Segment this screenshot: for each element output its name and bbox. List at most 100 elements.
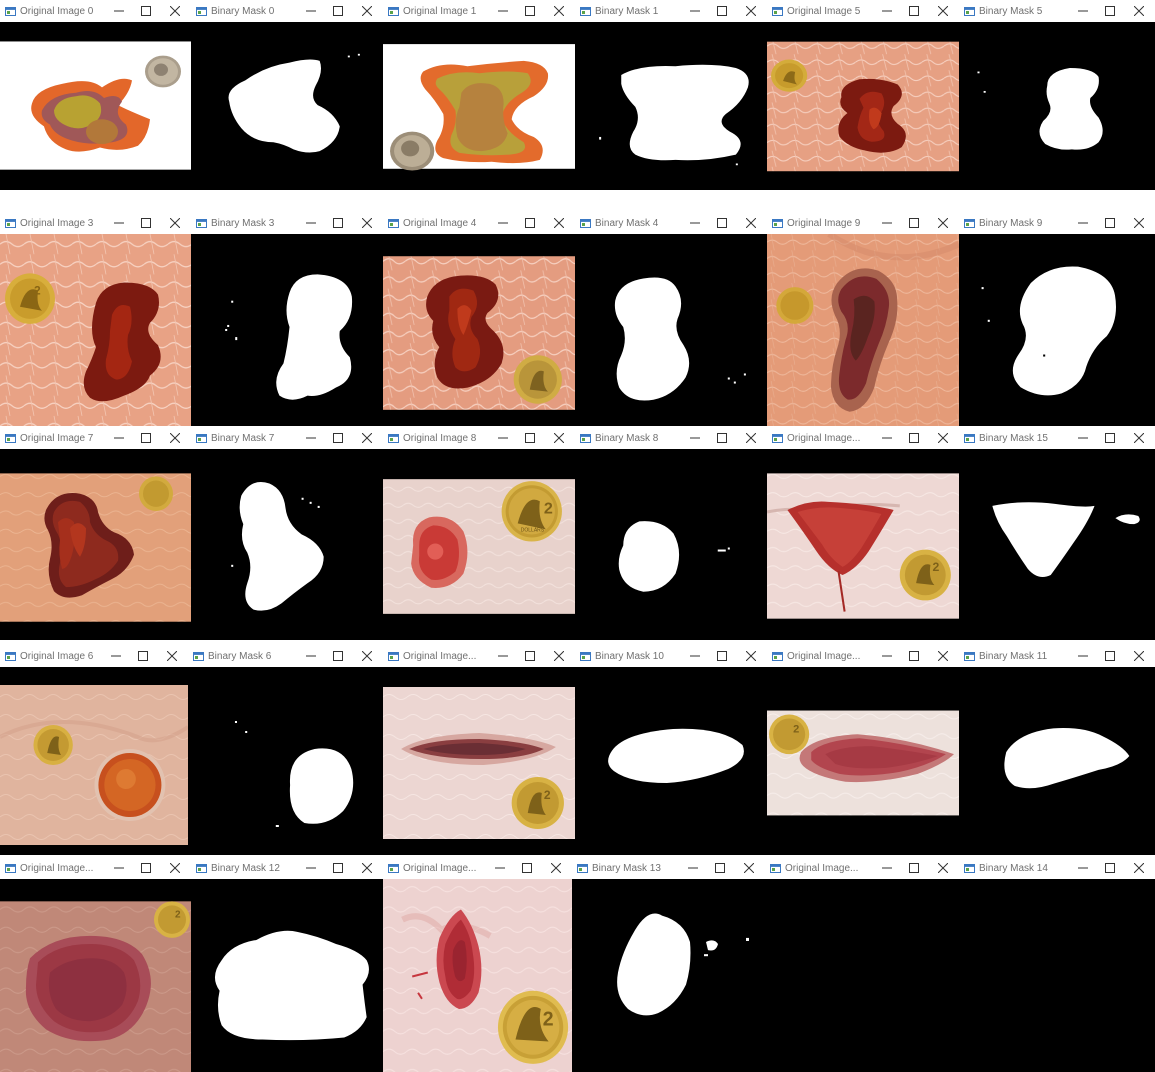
close-icon[interactable] bbox=[166, 427, 183, 449]
original-image-window[interactable]: Original Image 4 bbox=[383, 212, 575, 426]
maximize-icon[interactable] bbox=[713, 212, 730, 234]
minimize-icon[interactable] bbox=[302, 0, 319, 22]
original-image-window[interactable]: Original Image 9 bbox=[767, 212, 959, 426]
minimize-icon[interactable] bbox=[494, 212, 511, 234]
title-bar[interactable]: Original Image... bbox=[767, 427, 959, 449]
maximize-icon[interactable] bbox=[713, 427, 730, 449]
minimize-icon[interactable] bbox=[878, 0, 895, 22]
title-bar[interactable]: Binary Mask 13 bbox=[572, 857, 765, 879]
title-bar[interactable]: Binary Mask 14 bbox=[959, 857, 1155, 879]
binary-mask-window[interactable]: Binary Mask 7 bbox=[191, 427, 383, 640]
minimize-icon[interactable] bbox=[1074, 427, 1091, 449]
title-bar[interactable]: Original Image... bbox=[765, 857, 959, 879]
maximize-icon[interactable] bbox=[329, 645, 346, 667]
maximize-icon[interactable] bbox=[521, 645, 538, 667]
title-bar[interactable]: Original Image... bbox=[0, 857, 191, 879]
maximize-icon[interactable] bbox=[134, 645, 151, 667]
close-icon[interactable] bbox=[740, 857, 757, 879]
original-image-window[interactable]: Original Image 1 bbox=[383, 0, 575, 190]
close-icon[interactable] bbox=[1130, 212, 1147, 234]
maximize-icon[interactable] bbox=[329, 857, 346, 879]
minimize-icon[interactable] bbox=[302, 427, 319, 449]
close-icon[interactable] bbox=[934, 857, 951, 879]
title-bar[interactable]: Original Image 8 bbox=[383, 427, 575, 449]
title-bar[interactable]: Binary Mask 0 bbox=[191, 0, 383, 22]
binary-mask-window[interactable]: Binary Mask 0 bbox=[191, 0, 383, 190]
maximize-icon[interactable] bbox=[713, 645, 730, 667]
close-icon[interactable] bbox=[547, 857, 564, 879]
close-icon[interactable] bbox=[550, 645, 567, 667]
close-icon[interactable] bbox=[742, 427, 759, 449]
binary-mask-window[interactable]: Binary Mask 15 bbox=[959, 427, 1155, 640]
binary-mask-window[interactable]: Binary Mask 9 bbox=[959, 212, 1155, 426]
maximize-icon[interactable] bbox=[329, 427, 346, 449]
original-image-window[interactable]: Original Image... 2 bbox=[383, 645, 575, 855]
minimize-icon[interactable] bbox=[1074, 645, 1091, 667]
maximize-icon[interactable] bbox=[713, 0, 730, 22]
title-bar[interactable]: Binary Mask 7 bbox=[191, 427, 383, 449]
title-bar[interactable]: Binary Mask 1 bbox=[575, 0, 767, 22]
maximize-icon[interactable] bbox=[1101, 645, 1118, 667]
minimize-icon[interactable] bbox=[107, 645, 124, 667]
minimize-icon[interactable] bbox=[686, 427, 703, 449]
close-icon[interactable] bbox=[1130, 645, 1147, 667]
minimize-icon[interactable] bbox=[110, 427, 127, 449]
original-image-window[interactable]: Original Image... bbox=[765, 857, 959, 1072]
minimize-icon[interactable] bbox=[494, 0, 511, 22]
maximize-icon[interactable] bbox=[137, 427, 154, 449]
maximize-icon[interactable] bbox=[1101, 427, 1118, 449]
close-icon[interactable] bbox=[358, 212, 375, 234]
maximize-icon[interactable] bbox=[1101, 857, 1118, 879]
maximize-icon[interactable] bbox=[329, 212, 346, 234]
original-image-window[interactable]: Original Image... 2 bbox=[767, 427, 959, 640]
minimize-icon[interactable] bbox=[110, 0, 127, 22]
minimize-icon[interactable] bbox=[302, 212, 319, 234]
maximize-icon[interactable] bbox=[711, 857, 728, 879]
title-bar[interactable]: Binary Mask 6 bbox=[188, 645, 383, 667]
minimize-icon[interactable] bbox=[878, 212, 895, 234]
binary-mask-window[interactable]: Binary Mask 5 bbox=[959, 0, 1155, 190]
binary-mask-window[interactable]: Binary Mask 14 bbox=[959, 857, 1155, 1072]
minimize-icon[interactable] bbox=[1074, 212, 1091, 234]
title-bar[interactable]: Binary Mask 15 bbox=[959, 427, 1155, 449]
close-icon[interactable] bbox=[742, 645, 759, 667]
minimize-icon[interactable] bbox=[302, 645, 319, 667]
title-bar[interactable]: Original Image... bbox=[383, 857, 572, 879]
original-image-window[interactable]: Original Image 7 bbox=[0, 427, 191, 640]
minimize-icon[interactable] bbox=[878, 857, 895, 879]
close-icon[interactable] bbox=[550, 212, 567, 234]
maximize-icon[interactable] bbox=[521, 427, 538, 449]
title-bar[interactable]: Binary Mask 9 bbox=[959, 212, 1155, 234]
maximize-icon[interactable] bbox=[518, 857, 535, 879]
minimize-icon[interactable] bbox=[878, 427, 895, 449]
title-bar[interactable]: Original Image 6 bbox=[0, 645, 188, 667]
minimize-icon[interactable] bbox=[494, 645, 511, 667]
close-icon[interactable] bbox=[934, 645, 951, 667]
title-bar[interactable]: Original Image 1 bbox=[383, 0, 575, 22]
close-icon[interactable] bbox=[550, 0, 567, 22]
minimize-icon[interactable] bbox=[686, 212, 703, 234]
minimize-icon[interactable] bbox=[110, 212, 127, 234]
binary-mask-window[interactable]: Binary Mask 13 bbox=[572, 857, 765, 1072]
title-bar[interactable]: Original Image 0 bbox=[0, 0, 191, 22]
maximize-icon[interactable] bbox=[1101, 0, 1118, 22]
binary-mask-window[interactable]: Binary Mask 10 bbox=[575, 645, 767, 855]
title-bar[interactable]: Binary Mask 8 bbox=[575, 427, 767, 449]
close-icon[interactable] bbox=[934, 427, 951, 449]
maximize-icon[interactable] bbox=[905, 212, 922, 234]
original-image-window[interactable]: Original Image... 2 bbox=[0, 857, 191, 1072]
close-icon[interactable] bbox=[358, 427, 375, 449]
minimize-icon[interactable] bbox=[878, 645, 895, 667]
maximize-icon[interactable] bbox=[521, 0, 538, 22]
original-image-window[interactable]: Original Image... 2 bbox=[767, 645, 959, 855]
original-image-window[interactable]: Original Image 5 bbox=[767, 0, 959, 190]
close-icon[interactable] bbox=[358, 857, 375, 879]
binary-mask-window[interactable]: Binary Mask 3 bbox=[191, 212, 383, 426]
title-bar[interactable]: Binary Mask 12 bbox=[191, 857, 383, 879]
maximize-icon[interactable] bbox=[905, 0, 922, 22]
close-icon[interactable] bbox=[166, 857, 183, 879]
original-image-window[interactable]: Original Image 0 bbox=[0, 0, 191, 190]
title-bar[interactable]: Original Image... bbox=[767, 645, 959, 667]
minimize-icon[interactable] bbox=[1074, 0, 1091, 22]
close-icon[interactable] bbox=[550, 427, 567, 449]
